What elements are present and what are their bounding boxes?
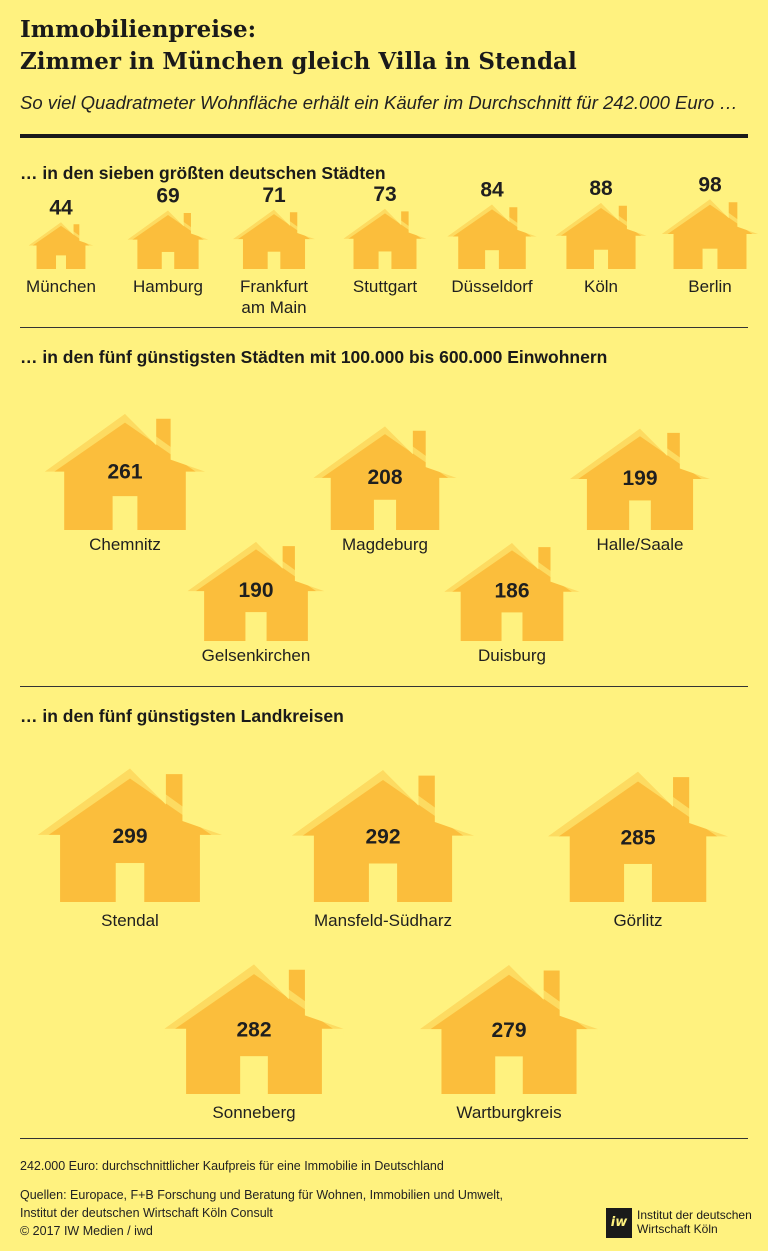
category-label: Sonneberg — [212, 1103, 295, 1122]
house-door — [495, 1056, 523, 1094]
category-label: Chemnitz — [89, 535, 161, 554]
category-label: Stuttgart — [353, 277, 418, 296]
house-door — [267, 251, 281, 269]
value-label: 199 — [622, 467, 657, 490]
house-door — [161, 251, 175, 269]
category-label: Duisburg — [478, 646, 546, 665]
price-footnote: 242.000 Euro: durchschnittlicher Kaufpre… — [20, 1159, 444, 1173]
logo-line-2: Wirtschaft Köln — [637, 1222, 718, 1236]
section-title-cheapest-cities: … in den fünf günstigsten Städten mit 10… — [20, 347, 608, 367]
category-label: Mansfeld-Südharz — [314, 911, 452, 930]
value-label: 299 — [112, 825, 147, 848]
house-door — [378, 251, 392, 269]
section-title-biggest-cities: … in den sieben größten deutschen Städte… — [20, 163, 386, 183]
value-label: 279 — [491, 1019, 526, 1042]
category-label: Magdeburg — [342, 535, 428, 554]
value-label: 292 — [365, 826, 400, 849]
chart-subtitle: So viel Quadratmeter Wohnfläche erhält e… — [20, 92, 738, 113]
sources-line-2: Institut der deutschen Wirtschaft Köln C… — [20, 1206, 273, 1220]
value-label: 44 — [49, 196, 73, 219]
value-label: 88 — [589, 177, 613, 200]
value-label: 73 — [373, 183, 396, 206]
house-door — [373, 499, 397, 530]
value-label: 69 — [156, 185, 179, 208]
category-label: am Main — [241, 298, 306, 317]
sources-line-1: Quellen: Europace, F+B Forschung und Ber… — [20, 1188, 504, 1202]
house-door — [629, 500, 651, 530]
value-label: 282 — [236, 1019, 271, 1042]
chart-title: Immobilienpreise: Zimmer in München glei… — [20, 14, 577, 78]
value-label: 98 — [698, 173, 722, 196]
house-door — [368, 863, 398, 902]
iw-logo-mark: iw — [606, 1208, 632, 1238]
value-label: 285 — [620, 826, 655, 849]
section-divider-2 — [20, 686, 748, 687]
sources: Quellen: Europace, F+B Forschung und Ber… — [20, 1186, 503, 1240]
house-door — [485, 250, 499, 269]
copyright: © 2017 IW Medien / iwd — [20, 1224, 153, 1238]
title-line-1: Immobilienpreise: — [20, 16, 257, 43]
iw-logo-text: Institut der deutschen Wirtschaft Köln — [637, 1208, 752, 1236]
category-label: Gelsenkirchen — [202, 646, 311, 665]
house-door — [501, 612, 523, 641]
house-door — [593, 249, 609, 269]
title-rule — [20, 134, 748, 138]
iw-logo: iw Institut der deutschen Wirtschaft Köl… — [606, 1206, 756, 1242]
category-label: Düsseldorf — [451, 277, 533, 296]
value-label: 71 — [262, 184, 286, 207]
logo-line-1: Institut der deutschen — [637, 1208, 752, 1222]
section-divider-3 — [20, 1138, 748, 1139]
category-label: Berlin — [688, 277, 731, 296]
title-line-2: Zimmer in München gleich Villa in Stenda… — [20, 48, 577, 75]
house-door — [115, 863, 145, 902]
house-door — [240, 1056, 268, 1094]
category-label: München — [26, 277, 96, 296]
value-label: 261 — [107, 461, 142, 484]
house-door — [112, 496, 138, 530]
category-label: Hamburg — [133, 277, 203, 296]
house-door — [702, 248, 718, 269]
category-label: Görlitz — [613, 911, 662, 930]
category-label: Wartburgkreis — [456, 1103, 561, 1122]
house-door — [624, 863, 652, 902]
value-label: 186 — [494, 580, 529, 603]
value-label: 190 — [238, 579, 273, 602]
house-door — [245, 612, 267, 641]
value-label: 84 — [480, 179, 504, 202]
value-label: 208 — [367, 466, 402, 489]
category-label: Köln — [584, 277, 618, 296]
section-title-cheapest-districts: … in den fünf günstigsten Landkreisen — [20, 706, 344, 726]
category-label: Frankfurt — [240, 277, 308, 296]
house-door — [56, 255, 66, 269]
section-divider-1 — [20, 327, 748, 328]
category-label: Stendal — [101, 911, 159, 930]
category-label: Halle/Saale — [597, 535, 684, 554]
